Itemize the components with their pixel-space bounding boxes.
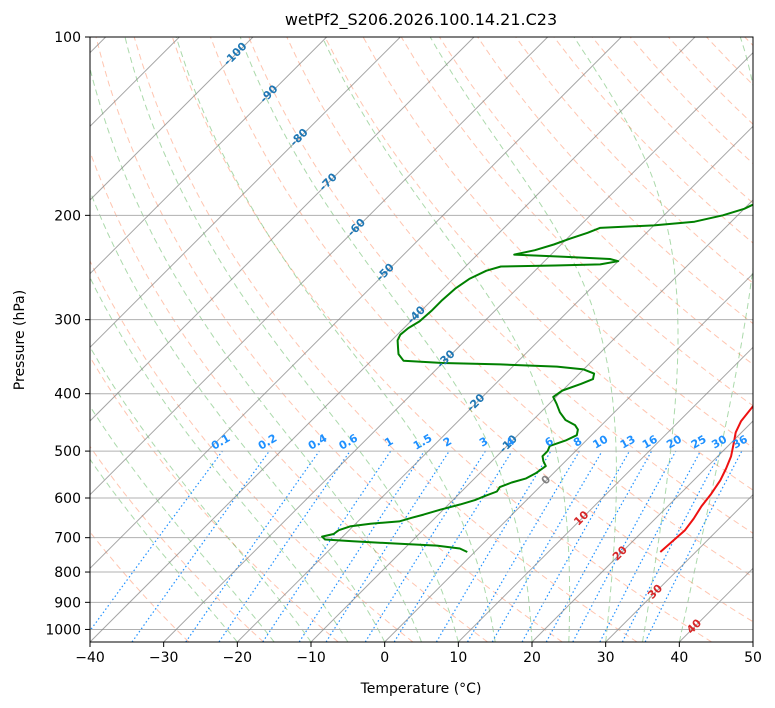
y-tick-label: 100	[54, 30, 81, 46]
x-tick-label: 0	[380, 650, 389, 666]
dry-adiabat	[210, 37, 753, 623]
mixing-ratio-line	[325, 450, 450, 642]
temperature-profile-line	[659, 404, 753, 553]
x-tick-label: 30	[597, 650, 615, 666]
x-tick-label: 10	[449, 650, 467, 666]
dry-adiabat	[133, 37, 638, 642]
moist-adiabat	[90, 189, 386, 642]
mixing-ratio-line	[393, 450, 513, 642]
moist-adiabat	[429, 37, 617, 642]
moist-adiabat	[239, 37, 533, 642]
mixing-ratio-line	[572, 450, 677, 642]
y-axis-title: Pressure (hPa)	[12, 290, 28, 390]
x-tick-label: 40	[670, 650, 688, 666]
x-tick-label: 20	[523, 650, 541, 666]
x-tick-label: −40	[75, 650, 105, 666]
moist-adiabat	[90, 276, 349, 642]
dewpoint-profile-line	[321, 203, 753, 553]
y-tick-label: 800	[54, 565, 81, 581]
isotherm-line	[531, 420, 753, 642]
isotherm-line	[90, 37, 696, 642]
plot-area: -100-90-80-70-60-50-40-30-20-10010203040…	[90, 37, 753, 642]
dry-adiabat	[248, 37, 753, 578]
isotherm-line	[90, 37, 254, 201]
x-axis-title: Temperature (°C)	[360, 681, 482, 697]
mixing-ratio-line	[131, 450, 270, 642]
moist-adiabat	[90, 405, 275, 642]
mixing-ratio-line	[521, 450, 631, 642]
isotherm-line	[605, 493, 753, 642]
x-tick-label: −20	[223, 650, 253, 666]
y-tick-label: 600	[54, 491, 81, 507]
y-tick-label: 400	[54, 387, 81, 403]
isotherm-line	[310, 199, 753, 642]
mixing-ratio-line	[262, 450, 392, 642]
moist-adiabat	[321, 37, 571, 642]
moist-adiabats	[90, 37, 753, 642]
mixing-ratio-line	[545, 450, 653, 642]
x-axis-ticks: −40 −30 −20 −10 0 10 20 30 40 50	[75, 642, 762, 666]
dry-adiabat	[90, 445, 264, 642]
mixing-ratio-line	[90, 450, 223, 632]
moist-adiabat	[124, 37, 459, 642]
dry-adiabat	[95, 37, 563, 642]
dry-adiabat	[171, 37, 712, 642]
x-tick-label: −30	[149, 650, 179, 666]
y-tick-label: 900	[54, 595, 81, 611]
moist-adiabat	[175, 37, 496, 642]
isotherm-line	[457, 346, 753, 642]
moist-adiabat	[573, 37, 679, 642]
dry-adiabat	[286, 37, 753, 534]
isotherm-line	[90, 37, 622, 570]
isotherm-line	[90, 37, 328, 275]
isobar-gridlines	[90, 37, 753, 630]
moist-adiabat	[678, 37, 753, 642]
isotherm-gridlines	[90, 37, 753, 642]
y-tick-label: 200	[54, 208, 81, 224]
isotherm-line	[90, 37, 549, 496]
y-tick-label: 300	[54, 313, 81, 329]
plot-frame	[89, 36, 754, 643]
dry-adiabat	[324, 37, 753, 491]
y-tick-label: 500	[54, 444, 81, 460]
mixing-ratio-line	[644, 450, 743, 642]
mixing-ratio-line	[218, 450, 351, 642]
moist-adiabat	[90, 66, 422, 642]
isotherm-line	[384, 272, 753, 642]
y-axis-ticks: 1000 900 800 700 600 500 400 300 200 100	[45, 30, 90, 638]
dry-adiabat	[90, 356, 339, 642]
moist-adiabat	[90, 458, 238, 642]
series-lines	[321, 203, 753, 553]
isotherm-line	[163, 51, 753, 642]
mixing-ratio-line	[185, 450, 320, 642]
dry-adiabats	[90, 37, 753, 642]
mixing-ratio-line	[298, 450, 425, 642]
dry-adiabat	[515, 37, 753, 284]
y-tick-label: 700	[54, 531, 81, 547]
y-tick-label: 1000	[45, 622, 81, 638]
dry-adiabat	[90, 259, 414, 642]
x-tick-label: 50	[744, 650, 762, 666]
isotherm-line	[90, 37, 401, 349]
isotherm-line	[90, 37, 475, 422]
chart-title: wetPf2_S206.2026.100.14.21.C23	[285, 10, 557, 30]
mixing-ratio-lines	[90, 450, 743, 642]
x-tick-label: −10	[296, 650, 326, 666]
